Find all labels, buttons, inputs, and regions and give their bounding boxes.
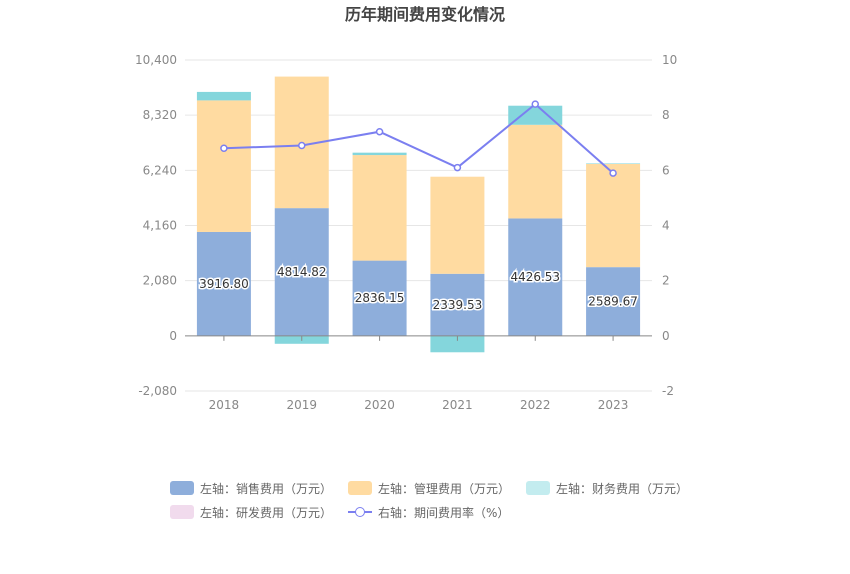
rate-point (298, 141, 306, 150)
bar-value-label: 2836.15 (355, 291, 405, 305)
legend-swatch-admin (348, 481, 373, 495)
bars (196, 76, 641, 353)
legend-label-rnd: 左轴：研发费用（万元） (200, 505, 333, 520)
legend-item-admin[interactable]: 左轴：管理费用（万元） (348, 480, 510, 497)
x-axis-tick-label: 2020 (364, 398, 395, 412)
bar (586, 267, 641, 336)
bar (352, 155, 407, 261)
rate-point (609, 169, 617, 177)
bar-value-label: 2339.53 (433, 298, 483, 312)
legend-item-rate[interactable]: 右轴：期间费用率（%） (348, 504, 509, 521)
legend-item-rnd[interactable]: 左轴：研发费用（万元） (170, 504, 332, 521)
bar (430, 335, 485, 353)
axes: -2,080 0 2,080 4,160 6,240 8,320 10,400 -2 0 2 4 6 8… (135, 53, 677, 412)
bar-value-label: 4426.53 (510, 270, 560, 284)
rate-point (531, 100, 539, 108)
right-axis-tick-label: 0 (662, 329, 670, 343)
x-axis-tick-label: 2021 (442, 398, 473, 412)
chart-title: 历年期间费用变化情况 (345, 5, 505, 24)
right-axis-tick-label: 10 (662, 53, 677, 67)
legend-label-rate: 右轴：期间费用率（%） (378, 505, 510, 520)
right-axis-tick-label: 4 (662, 219, 670, 233)
bar-labels: 3916.80 4814.82 2836.15 2339.53 4426.53 2589.… (198, 263, 640, 313)
bar (430, 273, 485, 336)
legend-label-finance: 左轴：财务费用（万元） (556, 481, 689, 496)
bar (508, 105, 563, 125)
legend-label-sales: 左轴：销售费用（万元） (200, 481, 333, 496)
bar-value-label: 2589.67 (588, 294, 638, 308)
bar (196, 100, 251, 232)
right-axis-tick-label: 8 (662, 108, 670, 122)
bar-value-label: 4814.82 (277, 265, 327, 279)
right-axis-tick-label: 2 (662, 274, 670, 288)
bar (430, 176, 485, 274)
legend-item-sales[interactable]: 左轴：销售费用（万元） (170, 480, 332, 497)
bar (196, 91, 251, 101)
rate-point (453, 163, 462, 172)
x-axis-tick-label: 2022 (520, 398, 551, 412)
rate-line-path (223, 102, 614, 174)
legend-swatch-rate-icon (348, 505, 373, 519)
legend-label-admin: 左轴：管理费用（万元） (378, 481, 511, 496)
legend-swatch-sales (170, 481, 194, 495)
rate-point (220, 144, 228, 153)
left-axis-tick-label: -2,080 (138, 384, 177, 398)
left-axis-tick-label: 10,400 (135, 53, 177, 67)
bar (274, 208, 329, 336)
left-axis-tick-label: 6,240 (143, 163, 177, 177)
x-axis-tick-label: 2018 (209, 398, 240, 412)
right-axis-tick-label: -2 (662, 384, 674, 398)
legend-swatch-rnd (170, 505, 194, 519)
grid (185, 59, 652, 392)
bar-value-label: 3916.80 (199, 277, 249, 291)
rate-point (375, 127, 384, 136)
legend-item-finance[interactable]: 左轴：财务费用（万元） (526, 480, 688, 497)
bar (352, 260, 407, 336)
legend-swatch-finance (526, 481, 551, 495)
left-axis-tick-label: 2,080 (143, 274, 177, 288)
x-axis-tick-label: 2019 (286, 398, 317, 412)
left-axis-tick-label: 4,160 (143, 219, 177, 233)
x-axis-tick-label: 2023 (598, 398, 629, 412)
bar (508, 124, 563, 219)
bar (508, 218, 563, 336)
bar (586, 163, 641, 164)
bar (586, 163, 641, 268)
legend: 左轴：销售费用（万元） 左轴：管理费用（万元） 左轴：财务费用（万元） 左轴：研… (170, 476, 730, 524)
right-axis-tick-label: 6 (662, 163, 670, 177)
left-axis-tick-label: 8,320 (143, 108, 177, 122)
bar (352, 152, 407, 156)
left-axis-tick-label: 0 (169, 329, 177, 343)
rate-line (220, 100, 617, 177)
bar (196, 231, 251, 336)
